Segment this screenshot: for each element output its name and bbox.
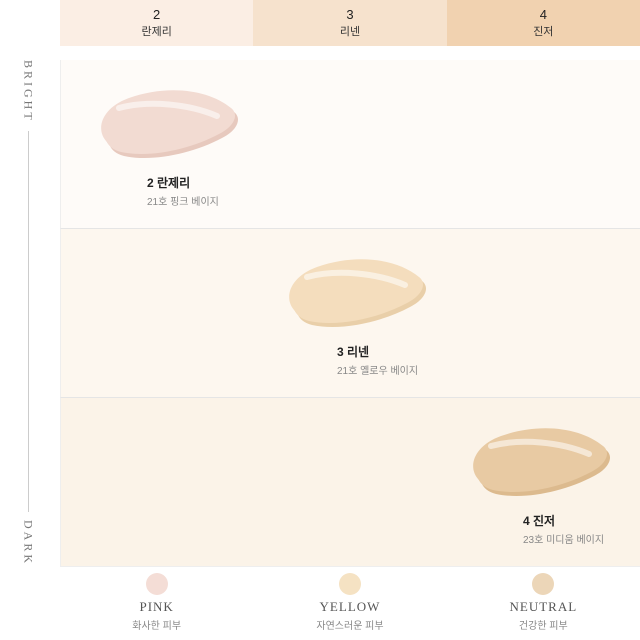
- shade-row: 3 리넨 21호 옐로우 베이지: [60, 228, 640, 397]
- swatch-sub: 21호 핑크 베이지: [147, 193, 219, 208]
- top-tab[interactable]: 3리넨: [253, 0, 446, 46]
- axis-line: [28, 131, 29, 512]
- undertone-sub: 건강한 피부: [519, 617, 568, 632]
- swatch-sub: 21호 옐로우 베이지: [337, 362, 418, 377]
- shade-row: 4 진저 23호 미디움 베이지: [60, 397, 640, 566]
- tab-name: 리넨: [340, 23, 360, 39]
- undertone-dot: [339, 573, 361, 595]
- tab-number: 3: [346, 7, 353, 22]
- top-tab[interactable]: 4진저: [447, 0, 640, 46]
- swatch-label: 3 리넨 21호 옐로우 베이지: [337, 343, 418, 377]
- undertone-col: PINK 화사한 피부: [60, 567, 253, 640]
- undertone-dot: [146, 573, 168, 595]
- vertical-axis: BRIGHT DARK: [8, 60, 48, 566]
- tab-name: 란제리: [141, 23, 171, 39]
- swatch-title: 4 진저: [523, 512, 604, 529]
- shade-grid: 2 란제리 21호 핑크 베이지 3 리넨 21호 옐로우 베이지 4 진저 23호 미디…: [60, 60, 640, 566]
- undertone-sub: 화사한 피부: [132, 617, 181, 632]
- shade-row: 2 란제리 21호 핑크 베이지: [60, 60, 640, 228]
- undertone-col: NEUTRAL 건강한 피부: [447, 567, 640, 640]
- undertone-dot: [532, 573, 554, 595]
- axis-label-dark: DARK: [21, 520, 36, 566]
- undertone-row: PINK 화사한 피부 YELLOW 자연스러운 피부 NEUTRAL 건강한 피부: [60, 566, 640, 640]
- tab-number: 4: [540, 7, 547, 22]
- top-tab[interactable]: 2란제리: [60, 0, 253, 46]
- shade-swatch: [89, 78, 239, 168]
- swatch-label: 4 진저 23호 미디움 베이지: [523, 512, 604, 546]
- undertone-title: PINK: [139, 599, 173, 615]
- axis-label-bright: BRIGHT: [21, 60, 36, 123]
- undertone-sub: 자연스러운 피부: [316, 617, 383, 632]
- swatch-sub: 23호 미디움 베이지: [523, 531, 604, 546]
- shade-swatch: [461, 416, 611, 506]
- swatch-title: 3 리넨: [337, 343, 418, 360]
- tab-name: 진저: [533, 23, 553, 39]
- undertone-col: YELLOW 자연스러운 피부: [253, 567, 446, 640]
- top-tabs: 2란제리3리넨4진저: [60, 0, 640, 46]
- shade-swatch: [277, 247, 427, 337]
- swatch-label: 2 란제리 21호 핑크 베이지: [147, 174, 219, 208]
- undertone-title: YELLOW: [320, 599, 381, 615]
- tab-number: 2: [153, 7, 160, 22]
- swatch-title: 2 란제리: [147, 174, 219, 191]
- undertone-title: NEUTRAL: [509, 599, 577, 615]
